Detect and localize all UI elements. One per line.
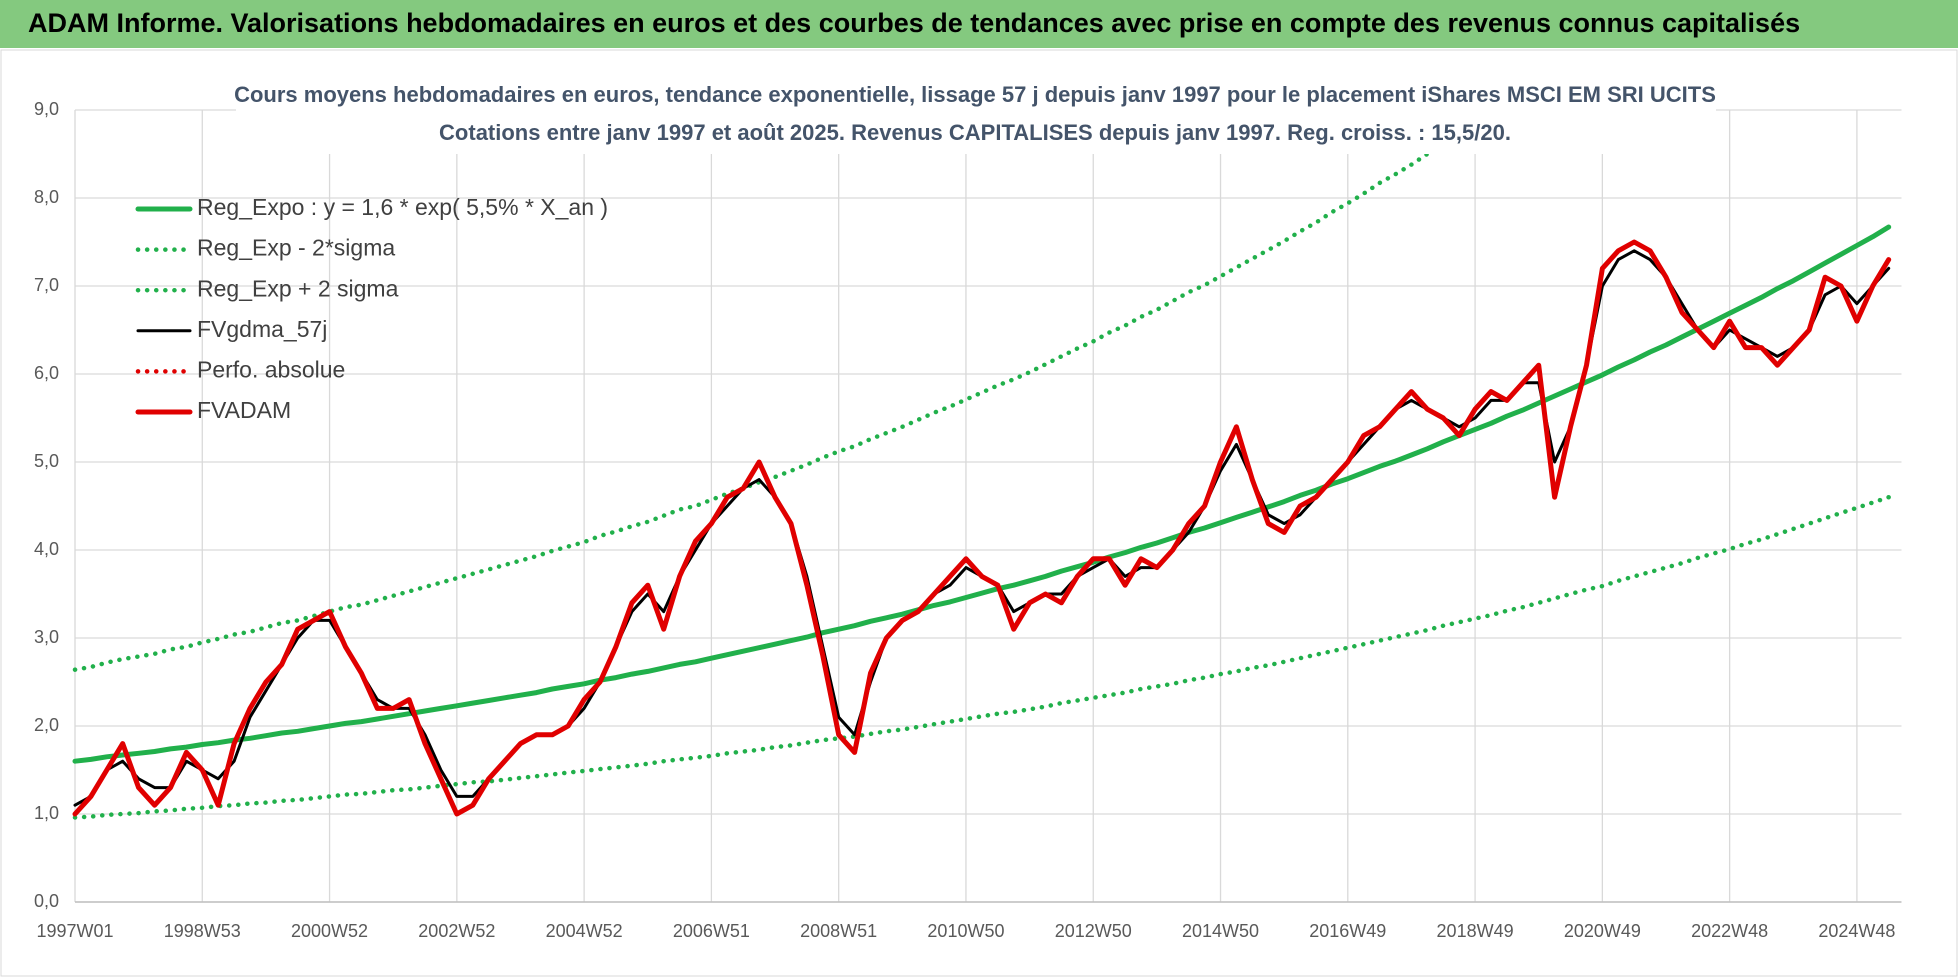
x-tick-label: 2018W49	[1437, 921, 1514, 941]
x-tick-label: 2008W51	[800, 921, 877, 941]
x-tick-label: 2014W50	[1182, 921, 1259, 941]
x-tick-label: 2022W48	[1691, 921, 1768, 941]
title-bar	[0, 0, 1958, 48]
y-tick-label: 3,0	[34, 627, 59, 647]
y-tick-label: 4,0	[34, 539, 59, 559]
x-tick-label: 2006W51	[673, 921, 750, 941]
y-tick-label: 8,0	[34, 187, 59, 207]
y-tick-label: 1,0	[34, 803, 59, 823]
chart-frame	[0, 49, 1958, 977]
y-tick-label: 6,0	[34, 363, 59, 383]
x-tick-label: 2020W49	[1564, 921, 1641, 941]
x-tick-label: 2010W50	[927, 921, 1004, 941]
x-tick-label: 2004W52	[546, 921, 623, 941]
x-tick-label: 2002W52	[418, 921, 495, 941]
legend-label: FVADAM	[197, 397, 291, 423]
x-tick-label: 2012W50	[1055, 921, 1132, 941]
y-tick-label: 0,0	[34, 891, 59, 911]
legend-label: Perfo. absolue	[197, 356, 345, 382]
y-tick-label: 9,0	[34, 99, 59, 119]
legend-label: Reg_Exp - 2*sigma	[197, 235, 395, 261]
legend-label: Reg_Exp + 2 sigma	[197, 275, 399, 301]
x-tick-label: 1997W01	[36, 921, 113, 941]
legend-label: FVgdma_57j	[197, 316, 327, 342]
legend: Reg_Expo : y = 1,6 * exp( 5,5% * X_an ) R…	[135, 194, 608, 423]
legend-label: Reg_Expo : y = 1,6 * exp( 5,5% * X_an )	[197, 194, 608, 220]
x-tick-label: 2016W49	[1309, 921, 1386, 941]
chart-title: ADAM Informe. Valorisations hebdomadaire…	[28, 8, 1800, 38]
x-tick-label: 2024W48	[1818, 921, 1895, 941]
grid: 0,0 1,0 2,0 3,0 4,0 5,0 6,0 7,0 8,0 9,0 1997W01 199…	[34, 99, 1902, 941]
series-line	[72, 239, 1892, 817]
y-tick-label: 2,0	[34, 715, 59, 735]
subtitle-box	[236, 78, 1716, 154]
y-tick-label: 7,0	[34, 275, 59, 295]
plot-area	[72, 108, 1892, 820]
y-tick-label: 5,0	[34, 451, 59, 471]
chart-subtitle: Cours moyens hebdomadaires en euros, ten…	[234, 82, 1716, 107]
x-tick-label: 1998W53	[164, 921, 241, 941]
x-tick-label: 2000W52	[291, 921, 368, 941]
chart-subtitle: Cotations entre janv 1997 et août 2025. …	[439, 120, 1511, 145]
series-line	[72, 224, 1892, 764]
series-line	[72, 108, 1501, 672]
